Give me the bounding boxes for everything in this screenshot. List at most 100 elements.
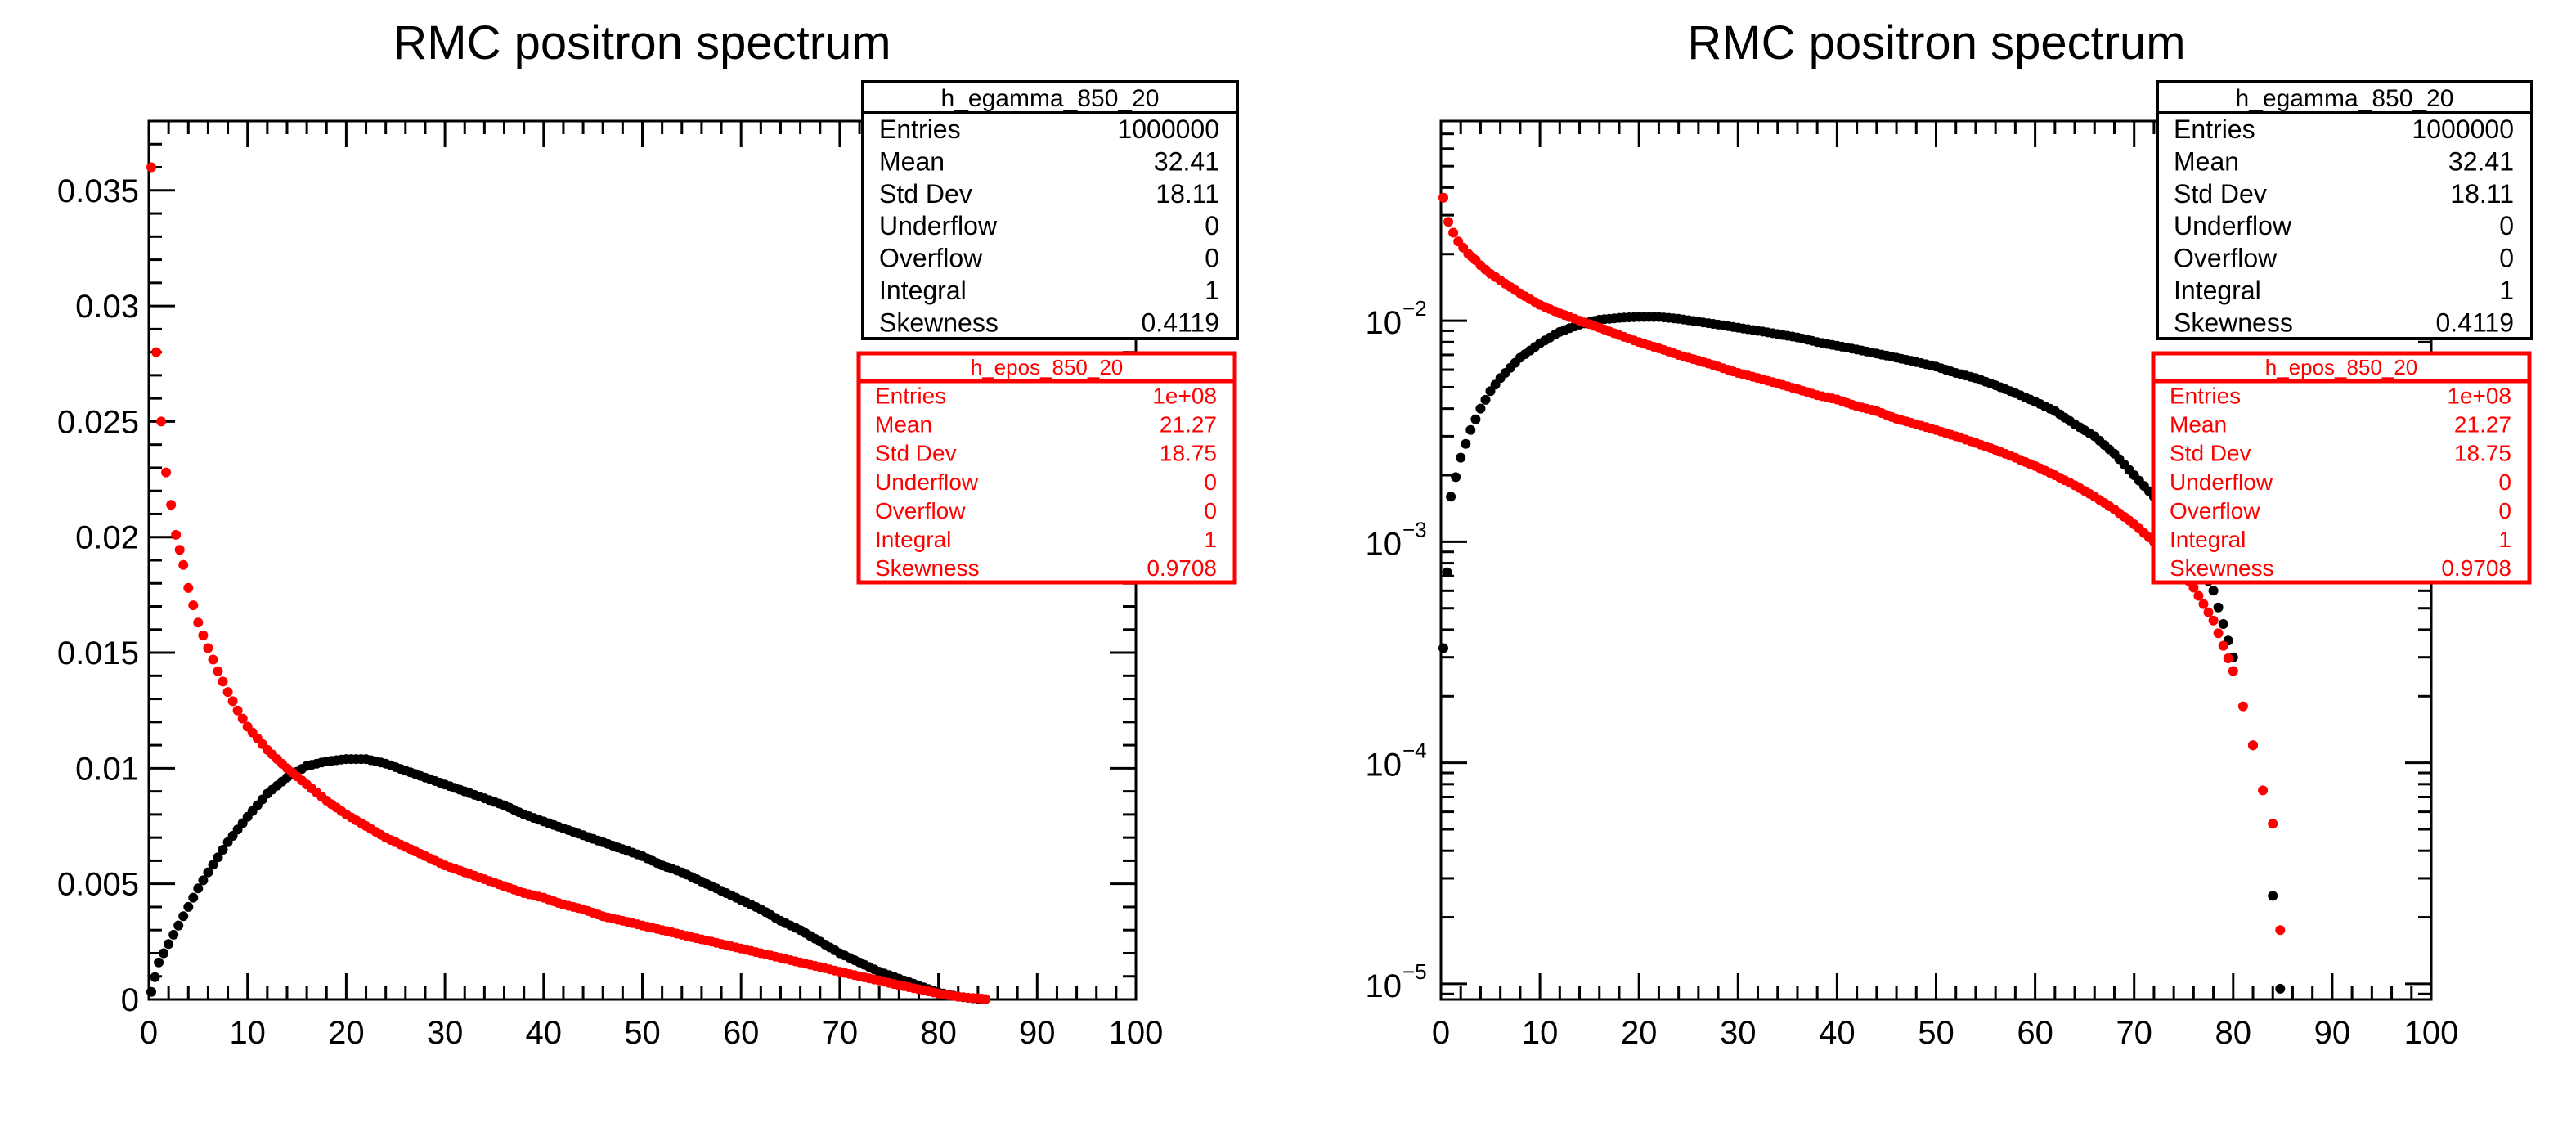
x-tick-label: 50: [624, 1015, 661, 1051]
data-point: [1446, 492, 1456, 502]
stats-row-label: Overflow: [875, 498, 966, 523]
data-point: [593, 835, 604, 846]
data-point: [1965, 371, 1976, 382]
data-point: [1475, 403, 1486, 414]
data-point: [395, 839, 406, 850]
data-point: [1649, 312, 1659, 322]
data-point: [2065, 478, 2075, 488]
data-point: [1510, 357, 1520, 368]
data-point: [850, 955, 859, 965]
data-point: [751, 947, 761, 958]
data-point: [1807, 388, 1818, 399]
x-tick-label: 70: [822, 1015, 859, 1051]
data-point: [671, 865, 682, 876]
stats-row-label: Mean: [879, 146, 945, 176]
data-point: [415, 848, 425, 859]
data-point: [810, 961, 820, 971]
data-point: [652, 923, 662, 934]
data-point: [146, 986, 156, 997]
x-tick-label: 10: [229, 1015, 266, 1051]
stats-row-label: Underflow: [875, 469, 979, 495]
data-point: [1519, 291, 1530, 302]
data-point: [2275, 925, 2286, 936]
data-point: [1866, 348, 1877, 358]
y-tick-label: 0.03: [75, 289, 139, 325]
data-point: [2044, 468, 2055, 478]
stats-row-value: 0.4119: [2436, 308, 2515, 337]
data-point: [790, 923, 801, 933]
data-point: [1530, 342, 1540, 352]
stats-row-label: Mean: [2170, 412, 2227, 438]
data-point: [1847, 343, 1857, 354]
data-point: [1438, 192, 1448, 203]
data-point: [2104, 444, 2115, 455]
data-point: [573, 903, 583, 914]
stats-row-value: 18.11: [2450, 179, 2514, 209]
data-point: [1787, 383, 1797, 393]
series-photon: [146, 754, 990, 1004]
data-point: [1480, 394, 1491, 405]
stats-row-value: 0: [2498, 498, 2511, 523]
data-point: [1550, 306, 1560, 317]
data-point: [151, 347, 162, 357]
data-point: [2213, 602, 2224, 613]
chart-title: RMC positron spectrum: [1687, 16, 2185, 70]
stats-row-label: Underflow: [2170, 469, 2273, 495]
x-tick-label: 40: [1819, 1015, 1856, 1051]
stats-row-label: Skewness: [879, 308, 999, 337]
stats-row-label: Integral: [2174, 276, 2261, 305]
stats-row-value: 0: [2499, 244, 2514, 273]
data-point: [1986, 443, 1996, 453]
y-tick-label: 0.035: [57, 173, 139, 209]
data-point: [2218, 619, 2228, 629]
y-tick-label: 10 −2: [1366, 296, 1427, 341]
data-point: [1461, 438, 1471, 449]
data-point: [2085, 488, 2095, 499]
y-tick-label: 10 −5: [1366, 959, 1427, 1004]
data-point: [889, 979, 900, 990]
data-point: [1945, 429, 1956, 440]
data-point: [2275, 983, 2286, 994]
data-point: [208, 860, 218, 870]
stats-row-label: Integral: [875, 527, 951, 552]
data-point: [514, 807, 524, 818]
data-point: [632, 919, 643, 930]
x-tick-label: 30: [427, 1015, 464, 1051]
data-point: [375, 757, 386, 768]
series-positron: [146, 162, 990, 1004]
data-point: [237, 818, 248, 828]
data-point: [188, 892, 199, 903]
stats-box-name: h_epos_850_20: [971, 355, 1124, 379]
x-axis: 0 10 20 30 40 50 60 70 80 90 100: [1432, 121, 2458, 1051]
data-point: [232, 705, 243, 716]
data-point: [652, 858, 662, 869]
data-point: [183, 901, 194, 912]
data-point: [218, 676, 228, 687]
data-point: [948, 990, 958, 1001]
data-point: [173, 920, 184, 931]
y-tick-mantissa: 10: [1366, 305, 1402, 341]
data-point: [166, 500, 177, 510]
data-point: [227, 696, 238, 707]
data-point: [356, 754, 366, 765]
data-point: [770, 913, 781, 923]
data-point: [632, 849, 643, 860]
data-point: [553, 898, 563, 908]
data-point: [1887, 352, 1896, 362]
data-point: [2208, 615, 2219, 626]
data-point: [474, 872, 485, 882]
x-tick-label: 10: [1522, 1015, 1559, 1051]
y-tick-label: 0.015: [57, 635, 139, 671]
x-tick-label: 60: [2017, 1015, 2053, 1051]
data-point: [257, 739, 267, 749]
data-point: [276, 776, 287, 787]
stats-row-label: Mean: [875, 412, 932, 438]
stats-row-label: Overflow: [879, 244, 983, 273]
y-tick-label: 0.025: [57, 404, 139, 440]
data-point: [1456, 452, 1466, 463]
data-point: [213, 852, 223, 863]
data-point: [731, 942, 742, 953]
